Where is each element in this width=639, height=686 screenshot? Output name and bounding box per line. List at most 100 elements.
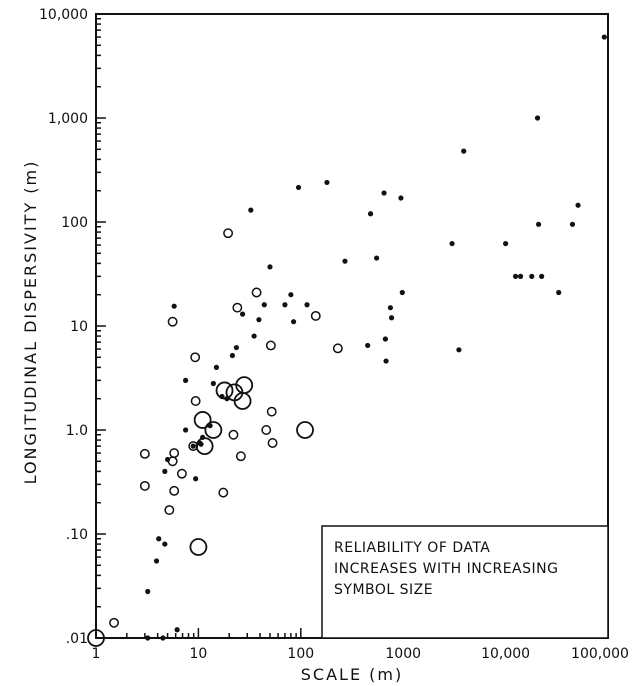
data-point-dot bbox=[145, 635, 151, 641]
y-tick-label: 100 bbox=[61, 215, 88, 231]
data-point-dot bbox=[535, 221, 542, 227]
data-point-small-circle bbox=[169, 448, 180, 459]
data-point-dot bbox=[213, 364, 220, 370]
data-point-dot bbox=[503, 240, 509, 247]
annotation-line-1: RELIABILITY OF DATA bbox=[334, 540, 490, 556]
data-point-dot bbox=[251, 333, 257, 339]
data-point-dot bbox=[601, 34, 607, 40]
data-point-dot bbox=[198, 441, 204, 447]
data-point-dot bbox=[174, 627, 180, 633]
data-point-small-circle bbox=[139, 448, 150, 459]
data-point-dot bbox=[193, 476, 199, 482]
data-point-dot bbox=[248, 207, 254, 213]
data-point-dot bbox=[575, 202, 581, 208]
data-point-dot bbox=[534, 115, 541, 121]
data-point-dot bbox=[324, 179, 330, 186]
data-point-small-circle bbox=[164, 505, 175, 515]
data-point-dot bbox=[381, 190, 387, 196]
data-point-dot bbox=[233, 344, 239, 351]
data-point-dot bbox=[456, 347, 462, 353]
data-point-small-circle bbox=[109, 617, 119, 628]
annotation-box: RELIABILITY OF DATA INCREASES WITH INCRE… bbox=[321, 525, 609, 639]
data-point-dot bbox=[529, 273, 535, 279]
annotation-line-3: SYMBOL SIZE bbox=[334, 582, 433, 598]
y-tick-label: 10 bbox=[70, 319, 88, 335]
data-point-dot bbox=[365, 342, 371, 349]
data-point-large-circle bbox=[195, 437, 214, 456]
data-point-dot bbox=[282, 302, 288, 308]
data-point-small-circle bbox=[190, 396, 201, 406]
data-point-small-circle bbox=[235, 451, 246, 462]
data-point-small-circle bbox=[310, 310, 321, 321]
data-point-dot bbox=[156, 536, 162, 542]
data-point-dot bbox=[162, 541, 168, 547]
data-point-dot bbox=[162, 468, 168, 474]
y-tick-label: 1,000 bbox=[48, 111, 88, 127]
y-tick-label: .10 bbox=[66, 527, 88, 543]
data-point-small-circle bbox=[223, 228, 234, 239]
data-point-large-circle bbox=[233, 392, 252, 410]
y-tick-label: 1.0 bbox=[66, 423, 88, 439]
data-point-dot bbox=[449, 240, 455, 247]
data-point-large-circle bbox=[204, 421, 223, 439]
data-point-dot bbox=[153, 558, 160, 564]
data-points bbox=[87, 34, 607, 647]
data-point-dot bbox=[374, 255, 380, 261]
data-point-dot bbox=[267, 264, 273, 270]
data-point-dot bbox=[512, 273, 519, 279]
data-point-dot bbox=[383, 358, 389, 364]
data-point-dot bbox=[210, 380, 216, 387]
data-point-dot bbox=[290, 319, 297, 325]
data-point-dot bbox=[183, 377, 189, 383]
data-point-small-circle bbox=[228, 429, 239, 440]
data-point-small-circle bbox=[169, 485, 180, 496]
data-point-small-circle bbox=[332, 343, 343, 354]
data-point-dot bbox=[398, 195, 404, 201]
data-point-small-circle bbox=[265, 340, 276, 351]
data-point-dot bbox=[190, 443, 196, 449]
data-point-dot bbox=[367, 211, 374, 217]
data-point-large-circle bbox=[87, 629, 105, 647]
y-tick-label: 10,000 bbox=[39, 7, 88, 23]
x-tick-label: 100 bbox=[287, 646, 314, 662]
y-tick-label: .01 bbox=[66, 631, 88, 647]
data-point-dot bbox=[183, 427, 189, 433]
data-point-dot bbox=[171, 303, 177, 309]
data-point-large-circle bbox=[215, 381, 234, 400]
data-point-large-circle bbox=[193, 411, 212, 429]
data-point-dot bbox=[388, 315, 395, 321]
data-point-large-circle bbox=[296, 421, 314, 439]
data-point-small-circle bbox=[167, 316, 178, 327]
data-point-dot bbox=[288, 292, 294, 298]
x-tick-label: 100,000 bbox=[571, 646, 629, 662]
data-point-dot bbox=[229, 352, 236, 359]
data-point-dot bbox=[295, 184, 302, 191]
data-point-dot bbox=[304, 302, 310, 308]
data-point-dot bbox=[239, 311, 246, 317]
data-point-small-circle bbox=[266, 406, 277, 417]
annotation-frame bbox=[321, 525, 609, 639]
data-point-dot bbox=[342, 258, 348, 264]
data-point-dot bbox=[399, 289, 405, 296]
x-tick-label: 1000 bbox=[385, 646, 421, 662]
data-point-dot bbox=[382, 336, 388, 342]
data-point-small-circle bbox=[218, 487, 229, 498]
data-point-small-circle bbox=[251, 287, 262, 298]
data-point-dot bbox=[517, 273, 524, 279]
data-point-dot bbox=[160, 635, 166, 641]
data-point-small-circle bbox=[176, 468, 187, 479]
data-point-dot bbox=[569, 221, 576, 227]
x-tick-label: 1 bbox=[92, 646, 101, 662]
x-tick-label: 10 bbox=[189, 646, 207, 662]
x-tick-label: 10,000 bbox=[481, 646, 530, 662]
annotation-line-2: INCREASES WITH INCREASING bbox=[334, 561, 558, 577]
data-point-dot bbox=[261, 302, 267, 308]
data-point-small-circle bbox=[190, 352, 201, 363]
data-point-small-circle bbox=[261, 425, 272, 435]
data-point-dot bbox=[539, 273, 545, 279]
data-point-small-circle bbox=[267, 438, 278, 448]
x-axis-title: SCALE (m) bbox=[301, 665, 403, 684]
data-point-large-circle bbox=[189, 538, 208, 556]
data-point-dot bbox=[145, 588, 151, 595]
